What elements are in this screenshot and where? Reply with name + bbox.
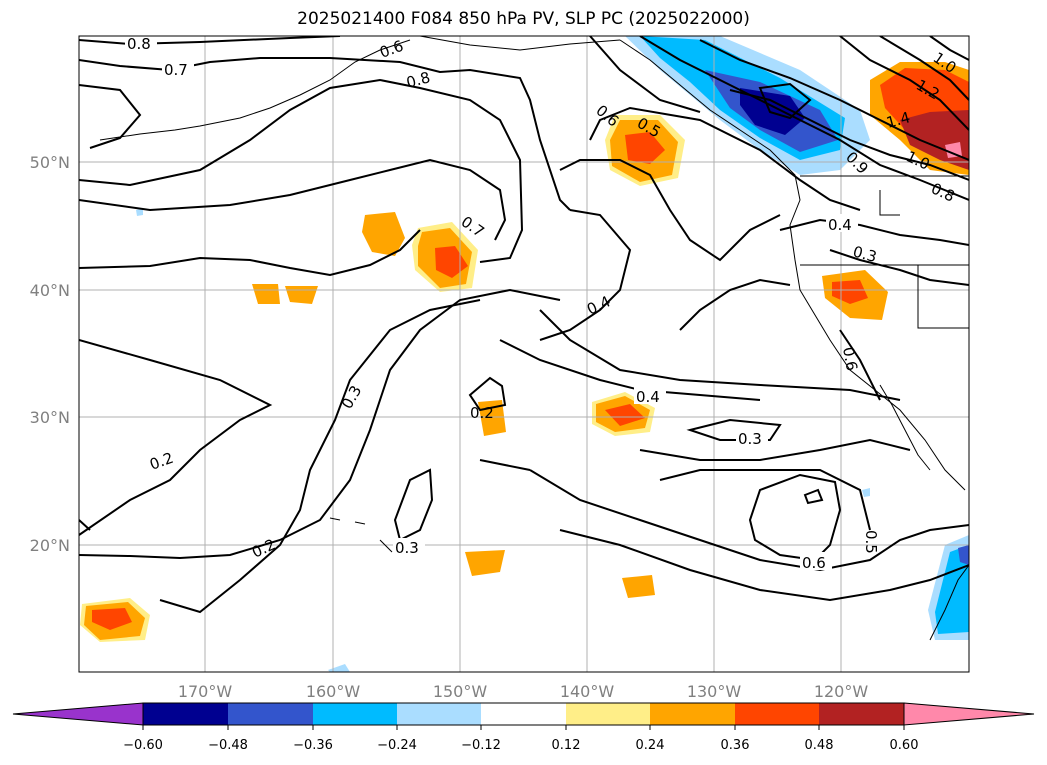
colorbar-segment	[566, 703, 650, 725]
colorbar-high-extension	[904, 703, 1034, 725]
colorbar-segment	[650, 703, 735, 725]
contour-label: 0.3	[851, 242, 879, 266]
colorbar-tick-label: −0.60	[123, 738, 163, 753]
colorbar: −0.60 −0.48 −0.36 −0.24 −0.12 0.12 0.24 …	[12, 702, 1035, 753]
colorbar-tick-label: 0.24	[636, 738, 665, 753]
colorbar-segment	[228, 703, 313, 725]
colorbar-tick-label: 0.48	[805, 738, 834, 753]
longitude-labels: 170°W 160°W 150°W 140°W 130°W 120°W	[178, 682, 869, 701]
coastlines	[99, 36, 969, 641]
lat-tick-label: 40°N	[30, 281, 70, 300]
colorbar-tick-label: 0.12	[552, 738, 581, 753]
contour-label: 0.4	[636, 388, 660, 406]
map-frame	[78, 35, 970, 673]
slp-contours	[79, 36, 969, 614]
contour-label: 1.4	[884, 108, 912, 132]
colorbar-segment	[481, 703, 566, 725]
lon-tick-label: 170°W	[178, 682, 233, 701]
colorbar-segment	[397, 703, 481, 725]
colorbar-segment	[819, 703, 904, 725]
colorbar-segment	[143, 703, 228, 725]
contour-label: 0.8	[127, 35, 151, 53]
colorbar-tick-label: −0.12	[461, 738, 501, 753]
contour-label: 0.8	[404, 68, 432, 92]
colorbar-tick-label: 0.60	[890, 738, 919, 753]
lat-tick-label: 50°N	[30, 153, 70, 172]
lon-tick-label: 150°W	[433, 682, 488, 701]
colorbar-tick-label: −0.24	[377, 738, 417, 753]
colorbar-tick-label: 0.36	[721, 738, 750, 753]
colorbar-segment	[313, 703, 397, 725]
contour-label: 0.4	[828, 216, 852, 234]
colorbar-segment	[735, 703, 819, 725]
map-title: 2025021400 F084 850 hPa PV, SLP PC (2025…	[297, 9, 750, 29]
lon-tick-label: 140°W	[560, 682, 615, 701]
contour-label: 0.2	[470, 404, 494, 422]
latitude-labels: 50°N 40°N 30°N 20°N	[30, 153, 70, 555]
contour-label: 0.7	[164, 61, 188, 79]
colorbar-low-extension	[12, 702, 144, 726]
contour-label: 0.5	[862, 530, 880, 554]
lat-tick-label: 20°N	[30, 536, 70, 555]
contour-label: 0.6	[839, 346, 861, 373]
lon-tick-label: 160°W	[306, 682, 361, 701]
lat-tick-label: 30°N	[30, 408, 70, 427]
colorbar-tick-label: −0.48	[208, 738, 248, 753]
contour-label: 0.6	[802, 554, 826, 572]
lon-tick-label: 120°W	[814, 682, 869, 701]
contour-label: 0.3	[738, 430, 762, 448]
contour-label: 0.3	[395, 539, 419, 557]
colorbar-tick-label: −0.36	[293, 738, 333, 753]
lon-tick-label: 130°W	[687, 682, 742, 701]
